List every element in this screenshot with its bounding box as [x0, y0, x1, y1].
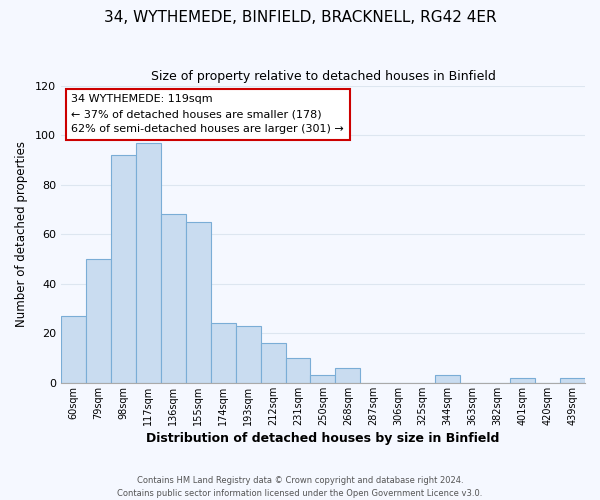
Bar: [260, 344, 286, 383]
Text: 34 WYTHEMEDE: 119sqm
← 37% of detached houses are smaller (178)
62% of semi-deta: 34 WYTHEMEDE: 119sqm ← 37% of detached h…: [71, 94, 344, 134]
X-axis label: Distribution of detached houses by size in Binfield: Distribution of detached houses by size …: [146, 432, 500, 445]
Bar: [286, 358, 310, 383]
Bar: [435, 376, 460, 383]
Bar: [161, 214, 186, 383]
Bar: [335, 368, 361, 383]
Bar: [86, 259, 111, 383]
Bar: [510, 378, 535, 383]
Bar: [111, 155, 136, 383]
Text: 34, WYTHEMEDE, BINFIELD, BRACKNELL, RG42 4ER: 34, WYTHEMEDE, BINFIELD, BRACKNELL, RG42…: [104, 10, 496, 25]
Bar: [310, 376, 335, 383]
Bar: [61, 316, 86, 383]
Bar: [211, 324, 236, 383]
Bar: [136, 142, 161, 383]
Title: Size of property relative to detached houses in Binfield: Size of property relative to detached ho…: [151, 70, 496, 83]
Bar: [186, 222, 211, 383]
Y-axis label: Number of detached properties: Number of detached properties: [15, 141, 28, 327]
Bar: [236, 326, 260, 383]
Bar: [560, 378, 585, 383]
Text: Contains HM Land Registry data © Crown copyright and database right 2024.
Contai: Contains HM Land Registry data © Crown c…: [118, 476, 482, 498]
